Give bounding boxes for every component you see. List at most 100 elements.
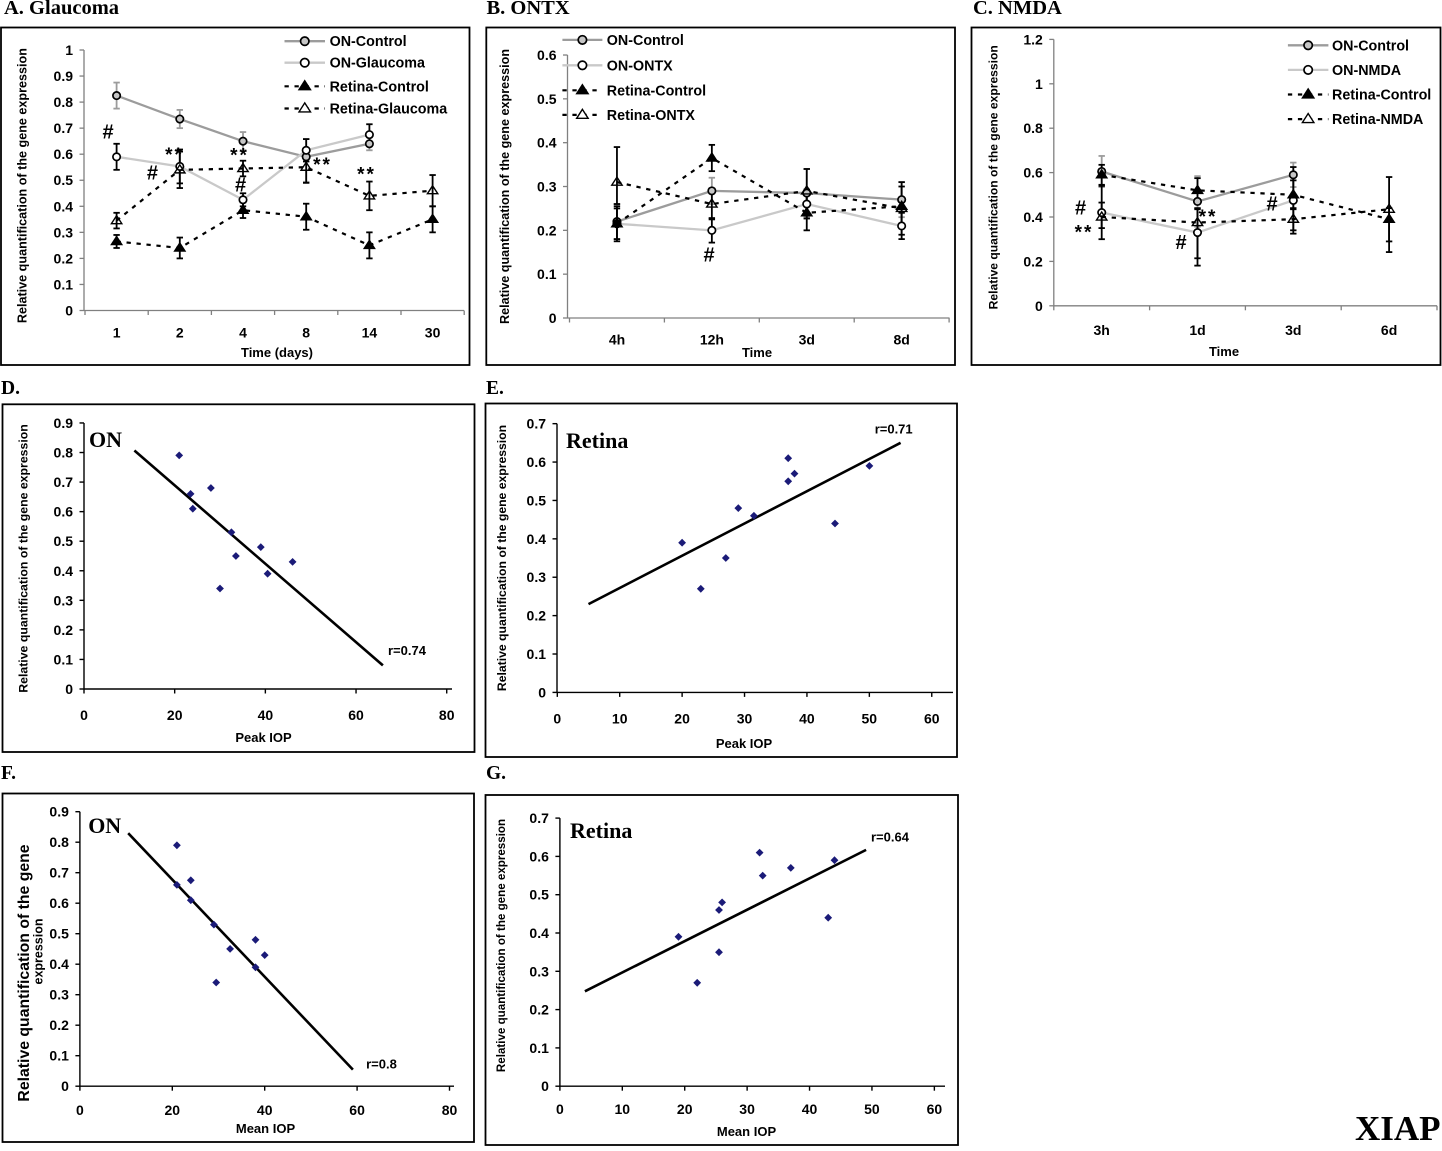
svg-text:1: 1 xyxy=(113,325,121,341)
svg-text:Retina-Control: Retina-Control xyxy=(607,83,706,99)
svg-text:0.3: 0.3 xyxy=(54,592,74,608)
svg-text:0.7: 0.7 xyxy=(54,120,74,136)
svg-text:0.6: 0.6 xyxy=(49,895,69,911)
svg-text:r=0.74: r=0.74 xyxy=(388,643,427,658)
svg-text:0.1: 0.1 xyxy=(54,276,74,292)
svg-text:Mean IOP: Mean IOP xyxy=(236,1121,296,1136)
svg-text:0.2: 0.2 xyxy=(527,608,547,624)
svg-text:r=0.71: r=0.71 xyxy=(875,422,913,437)
svg-text:0.3: 0.3 xyxy=(54,224,74,240)
svg-text:Relative quantification of the: Relative quantification of the gene expr… xyxy=(495,425,509,691)
svg-text:Relative quantification of the: Relative quantification of the gene expr… xyxy=(16,48,30,323)
svg-text:0.8: 0.8 xyxy=(54,94,74,110)
svg-text:D.: D. xyxy=(1,378,20,399)
svg-text:0.6: 0.6 xyxy=(527,454,547,470)
svg-text:0.1: 0.1 xyxy=(537,266,557,282)
svg-text:30: 30 xyxy=(737,711,753,727)
svg-text:Retina-Glaucoma: Retina-Glaucoma xyxy=(330,102,449,118)
svg-text:Relative quantification of the: Relative quantification of the gene expr… xyxy=(17,424,31,693)
svg-text:0: 0 xyxy=(61,1078,69,1094)
svg-text:0.4: 0.4 xyxy=(529,925,549,941)
svg-text:20: 20 xyxy=(167,707,183,723)
svg-text:0.2: 0.2 xyxy=(1023,253,1043,269)
svg-text:0.7: 0.7 xyxy=(49,865,69,881)
svg-text:0.5: 0.5 xyxy=(527,492,547,508)
svg-text:80: 80 xyxy=(442,1102,458,1118)
svg-text:10: 10 xyxy=(615,1101,631,1117)
svg-text:1: 1 xyxy=(65,42,73,58)
svg-text:0.2: 0.2 xyxy=(537,222,557,238)
svg-text:XIAP: XIAP xyxy=(1355,1109,1441,1146)
svg-text:Relative quantification of the: Relative quantification of the gene expr… xyxy=(987,45,1001,309)
svg-text:3d: 3d xyxy=(799,332,815,348)
svg-text:**: ** xyxy=(357,165,376,186)
svg-text:0.4: 0.4 xyxy=(537,135,557,151)
svg-text:0.9: 0.9 xyxy=(49,804,69,820)
svg-text:ON-NMDA: ON-NMDA xyxy=(1332,63,1401,79)
svg-text:ON-Control: ON-Control xyxy=(1332,38,1409,54)
svg-text:0.3: 0.3 xyxy=(537,179,557,195)
svg-text:#: # xyxy=(102,122,113,144)
svg-text:60: 60 xyxy=(924,711,940,727)
svg-text:#: # xyxy=(1266,194,1277,216)
svg-text:Retina-Control: Retina-Control xyxy=(1332,88,1431,104)
svg-text:60: 60 xyxy=(927,1101,943,1117)
svg-text:0: 0 xyxy=(541,1078,549,1094)
svg-text:60: 60 xyxy=(349,1102,365,1118)
svg-text:1d: 1d xyxy=(1189,322,1205,338)
svg-text:1: 1 xyxy=(1035,76,1043,92)
svg-text:1.2: 1.2 xyxy=(1023,31,1043,47)
svg-text:0.2: 0.2 xyxy=(529,1002,549,1018)
svg-text:Peak IOP: Peak IOP xyxy=(235,730,292,745)
svg-text:14: 14 xyxy=(362,325,378,341)
svg-text:**: ** xyxy=(1075,223,1094,244)
svg-text:0.5: 0.5 xyxy=(49,926,69,942)
svg-text:2: 2 xyxy=(176,325,184,341)
svg-text:Retina: Retina xyxy=(570,818,632,843)
svg-text:0.5: 0.5 xyxy=(537,91,557,107)
svg-text:0.2: 0.2 xyxy=(54,250,74,266)
svg-text:0: 0 xyxy=(538,684,546,700)
svg-text:50: 50 xyxy=(864,1101,880,1117)
svg-text:r=0.64: r=0.64 xyxy=(871,830,910,845)
svg-text:r=0.8: r=0.8 xyxy=(366,1057,397,1072)
svg-text:Retina: Retina xyxy=(566,428,628,453)
svg-text:#: # xyxy=(1075,198,1086,220)
svg-text:Time (days): Time (days) xyxy=(241,345,313,360)
svg-text:Time: Time xyxy=(742,345,772,360)
svg-text:20: 20 xyxy=(165,1102,181,1118)
svg-text:Mean IOP: Mean IOP xyxy=(717,1124,777,1139)
svg-text:ON-Control: ON-Control xyxy=(607,33,684,49)
svg-text:0.6: 0.6 xyxy=(1023,165,1043,181)
svg-text:80: 80 xyxy=(439,707,455,723)
svg-text:Retina-NMDA: Retina-NMDA xyxy=(1332,112,1423,128)
svg-text:40: 40 xyxy=(799,711,815,727)
svg-text:6d: 6d xyxy=(1381,322,1397,338)
svg-text:ON-Control: ON-Control xyxy=(330,34,407,50)
svg-text:4: 4 xyxy=(239,325,247,341)
svg-text:0.1: 0.1 xyxy=(54,651,74,667)
svg-text:0: 0 xyxy=(553,711,561,727)
svg-text:**: ** xyxy=(1199,207,1218,228)
svg-text:0.4: 0.4 xyxy=(54,198,74,214)
svg-text:Peak IOP: Peak IOP xyxy=(716,736,773,751)
svg-text:0.4: 0.4 xyxy=(1023,209,1043,225)
svg-text:0.1: 0.1 xyxy=(49,1048,69,1064)
svg-text:50: 50 xyxy=(862,711,878,727)
svg-text:#: # xyxy=(235,175,246,197)
svg-text:40: 40 xyxy=(258,707,274,723)
svg-text:ON-ONTX: ON-ONTX xyxy=(607,58,673,74)
svg-text:Retina-Control: Retina-Control xyxy=(330,79,429,95)
svg-text:20: 20 xyxy=(674,711,690,727)
svg-text:Time: Time xyxy=(1209,344,1239,359)
svg-text:Relative quantification of the: Relative quantification of the gene expr… xyxy=(495,819,508,1072)
svg-text:A. Glaucoma: A. Glaucoma xyxy=(4,0,119,19)
svg-text:3h: 3h xyxy=(1094,322,1110,338)
svg-text:0.3: 0.3 xyxy=(49,987,69,1003)
svg-text:20: 20 xyxy=(677,1101,693,1117)
svg-text:0.5: 0.5 xyxy=(54,533,74,549)
svg-text:0.5: 0.5 xyxy=(529,887,549,903)
svg-text:0.6: 0.6 xyxy=(54,504,74,520)
svg-text:0.8: 0.8 xyxy=(49,834,69,850)
svg-text:0.3: 0.3 xyxy=(529,963,549,979)
